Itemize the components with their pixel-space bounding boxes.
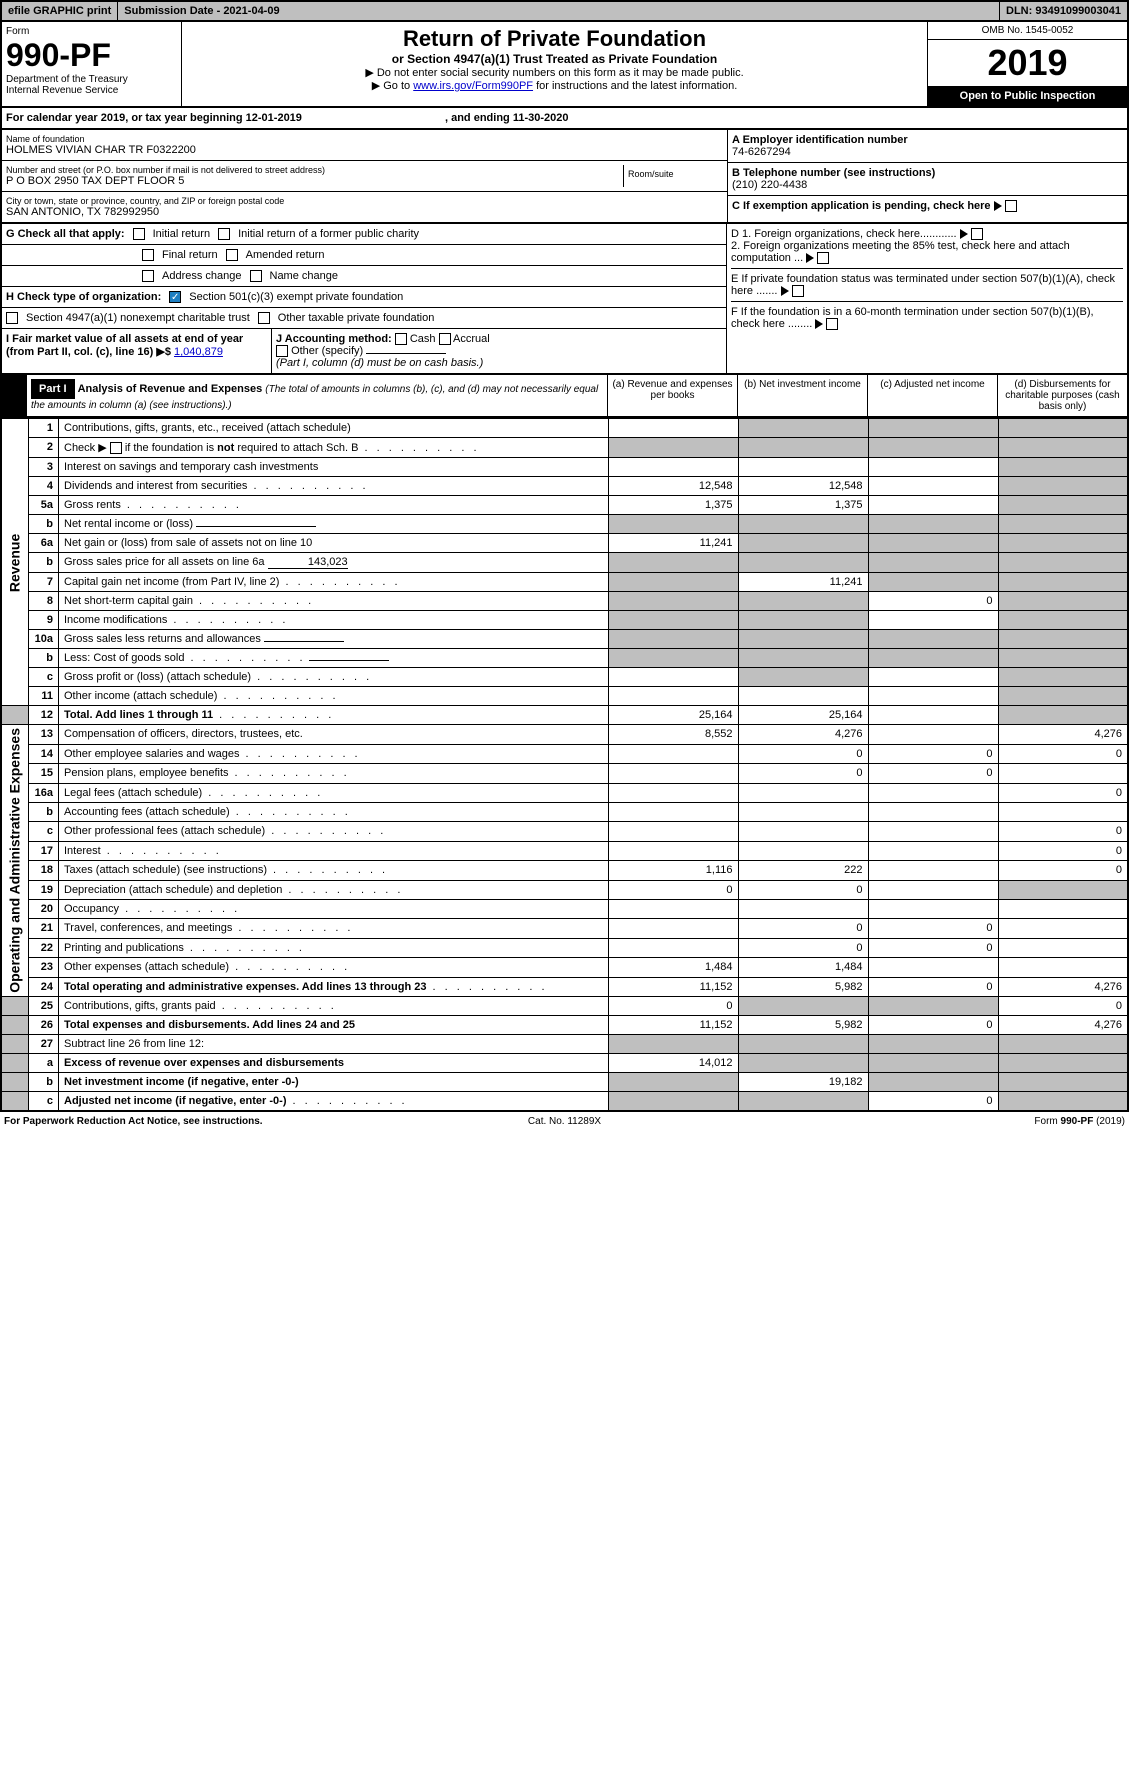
f-checkbox[interactable] [826,318,838,330]
section-g-block: G Check all that apply: Initial return I… [0,224,1129,375]
exemption-checkbox[interactable] [1005,200,1017,212]
accrual-checkbox[interactable] [439,333,451,345]
col-b-header: (b) Net investment income [737,375,867,416]
e-checkbox[interactable] [792,285,804,297]
d1-checkbox[interactable] [971,228,983,240]
name-change-checkbox[interactable] [250,270,262,282]
h-label: H Check type of organization: [6,291,161,303]
tax-year: 2019 [928,40,1127,86]
open-public-label: Open to Public Inspection [928,86,1127,106]
foundation-name: HOLMES VIVIAN CHAR TR F0322200 [6,144,723,156]
d1-label: D 1. Foreign organizations, check here..… [731,228,957,240]
revenue-expense-table: Revenue 1Contributions, gifts, grants, e… [0,418,1129,1112]
efile-print-button[interactable]: efile GRAPHIC print [2,2,118,20]
4947-checkbox[interactable] [6,312,18,324]
city-label: City or town, state or province, country… [6,196,723,206]
other-taxable-checkbox[interactable] [258,312,270,324]
phone-value: (210) 220-4438 [732,179,1123,191]
sch-b-checkbox[interactable] [110,442,122,454]
phone-label: B Telephone number (see instructions) [732,167,1123,179]
part1-header-row: Part I Analysis of Revenue and Expenses … [0,375,1129,418]
top-bar: efile GRAPHIC print Submission Date - 20… [0,0,1129,22]
form990pf-link[interactable]: www.irs.gov/Form990PF [413,80,533,92]
addr-label: Number and street (or P.O. box number if… [6,165,623,175]
j-label: J Accounting method: [276,333,392,345]
foundation-city: SAN ANTONIO, TX 782992950 [6,206,723,218]
triangle-icon [994,201,1002,211]
initial-return-checkbox[interactable] [133,228,145,240]
fair-market-value-link[interactable]: 1,040,879 [174,346,223,358]
instruction-1: ▶ Do not enter social security numbers o… [186,66,923,79]
amended-return-checkbox[interactable] [226,249,238,261]
irs-label: Internal Revenue Service [6,85,177,96]
footer-left: For Paperwork Reduction Act Notice, see … [4,1116,378,1127]
foundation-address: P O BOX 2950 TAX DEPT FLOOR 5 [6,175,623,187]
501c3-checkbox[interactable] [169,291,181,303]
other-method-checkbox[interactable] [276,345,288,357]
page-footer: For Paperwork Reduction Act Notice, see … [0,1112,1129,1131]
final-return-checkbox[interactable] [142,249,154,261]
col-a-header: (a) Revenue and expenses per books [607,375,737,416]
g-label: G Check all that apply: [6,228,125,240]
part1-title: Analysis of Revenue and Expenses [78,383,263,395]
form-header: Form 990-PF Department of the Treasury I… [0,22,1129,108]
revenue-vertical-label: Revenue [1,419,29,706]
instruction-2: ▶ Go to www.irs.gov/Form990PF for instru… [186,79,923,92]
d2-checkbox[interactable] [817,252,829,264]
dept-treasury: Department of the Treasury [6,74,177,85]
col-c-header: (c) Adjusted net income [867,375,997,416]
section-c-label: C If exemption application is pending, c… [732,200,991,212]
submission-date: Submission Date - 2021-04-09 [118,2,1000,20]
col-d-header: (d) Disbursements for charitable purpose… [997,375,1127,416]
subtitle: or Section 4947(a)(1) Trust Treated as P… [186,52,923,66]
address-change-checkbox[interactable] [142,270,154,282]
initial-former-checkbox[interactable] [218,228,230,240]
main-title: Return of Private Foundation [186,26,923,52]
footer-right: Form 990-PF (2019) [751,1116,1125,1127]
name-label: Name of foundation [6,134,723,144]
e-label: E If private foundation status was termi… [731,273,1115,297]
form-label: Form [6,26,177,37]
omb-number: OMB No. 1545-0052 [928,22,1127,40]
ein-label: A Employer identification number [732,134,1123,146]
expense-vertical-label: Operating and Administrative Expenses [1,725,29,997]
part1-label: Part I [31,379,75,399]
dln-number: DLN: 93491099003041 [1000,2,1127,20]
cash-checkbox[interactable] [395,333,407,345]
footer-cat: Cat. No. 11289X [378,1116,752,1127]
d2-label: 2. Foreign organizations meeting the 85%… [731,240,1070,264]
j-note: (Part I, column (d) must be on cash basi… [276,357,483,369]
ein-value: 74-6267294 [732,146,1123,158]
f-label: F If the foundation is in a 60-month ter… [731,306,1094,330]
calendar-year-row: For calendar year 2019, or tax year begi… [0,108,1129,130]
foundation-info: Name of foundation HOLMES VIVIAN CHAR TR… [0,130,1129,224]
room-label: Room/suite [628,169,719,179]
form-number: 990-PF [6,37,177,74]
